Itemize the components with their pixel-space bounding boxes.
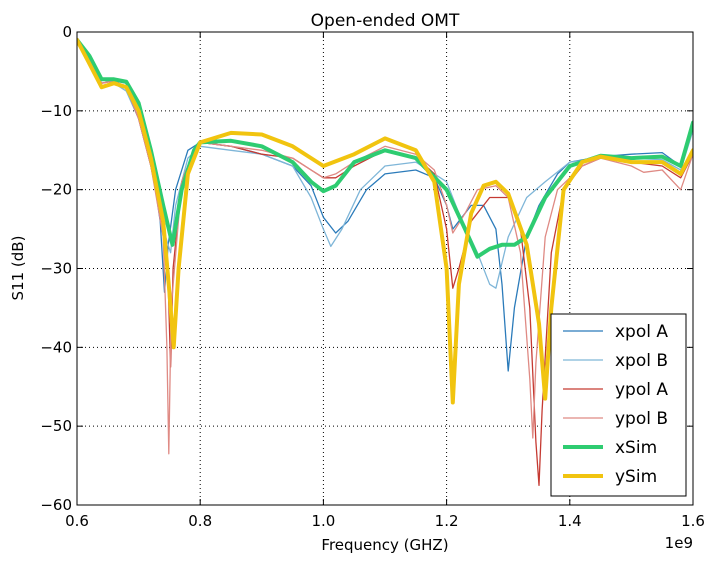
x-tick-label: 1.4 xyxy=(558,512,582,530)
x-tick-label: 1.6 xyxy=(681,512,705,530)
legend-entry: xpol A xyxy=(615,322,668,342)
chart-title: Open-ended OMT xyxy=(311,11,460,31)
legend-entry: ypol B xyxy=(615,409,668,429)
y-tick-label: 0 xyxy=(62,23,72,41)
y-tick-label: −20 xyxy=(40,181,72,199)
series-line-xpol-b xyxy=(77,39,693,289)
x-tick-label: 0.8 xyxy=(188,512,212,530)
series-line-ysim xyxy=(77,37,693,405)
y-axis-label: S11 (dB) xyxy=(9,236,27,301)
series-layer xyxy=(77,37,693,486)
legend-entry: ySim xyxy=(615,467,657,487)
axis-ticks xyxy=(76,31,694,506)
legend: xpol A xpol B ypol A ypol B xSim ySim xyxy=(550,313,687,497)
y-tick-label: −30 xyxy=(40,260,72,278)
y-tick-label: −10 xyxy=(40,102,72,120)
y-tick-label: −50 xyxy=(40,417,72,435)
legend-box xyxy=(550,313,687,497)
legend-entry: xSim xyxy=(615,438,657,458)
x-tick-label: 1.0 xyxy=(311,512,335,530)
y-tick-label: −40 xyxy=(40,338,72,356)
series-line-xsim xyxy=(77,37,693,259)
y-tick-label: −60 xyxy=(40,496,72,514)
x-offset-label: 1e9 xyxy=(665,534,693,552)
legend-entry: ypol A xyxy=(615,380,668,400)
legend-entry: xpol B xyxy=(615,351,668,371)
tick-labels: 0.6 0.8 1.0 1.2 1.4 1.6 0 −10 −20 −30 −40 −50 −60 xyxy=(40,23,705,530)
x-axis-label: Frequency (GHZ) xyxy=(321,536,448,554)
x-tick-label: 1.2 xyxy=(435,512,459,530)
x-tick-label: 0.6 xyxy=(65,512,89,530)
